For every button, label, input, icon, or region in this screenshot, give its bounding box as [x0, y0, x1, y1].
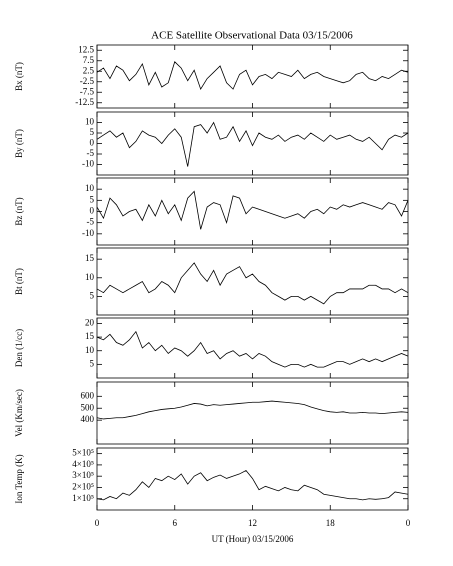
y-tick-label: 4×10⁵	[72, 459, 94, 469]
data-line	[96, 262, 409, 305]
y-tick-label: 1×10⁵	[72, 493, 94, 503]
y-tick-label: -12.5	[75, 97, 94, 107]
y-tick-label: -7.5	[80, 86, 95, 96]
y-tick-label: 10	[85, 345, 95, 355]
y-tick-label: 400	[81, 414, 95, 424]
data-line	[96, 121, 409, 167]
y-tick-label: 500	[81, 402, 95, 412]
x-tick-label: 0	[95, 518, 100, 528]
panel-frame	[96, 111, 409, 176]
data-line	[96, 400, 409, 420]
y-axis-label: Bt (nT)	[14, 268, 24, 295]
y-tick-label: 2.5	[83, 65, 95, 75]
y-tick-label: 600	[81, 390, 95, 400]
y-tick-label: -5	[87, 148, 95, 158]
data-line	[96, 470, 409, 501]
x-axis-label: UT (Hour) 03/15/2006	[212, 534, 294, 544]
y-tick-label: 2×10⁵	[72, 482, 94, 492]
y-tick-label: 5	[90, 194, 95, 204]
y-tick-label: 10	[85, 272, 95, 282]
panel-frame	[96, 247, 409, 316]
y-tick-label: -5	[87, 217, 95, 227]
y-axis-label: By (nT)	[14, 129, 24, 158]
y-tick-label: 15	[85, 331, 95, 341]
y-tick-label: 15	[85, 253, 95, 263]
y-tick-label: 10	[85, 183, 95, 193]
data-line	[96, 61, 409, 91]
x-tick-label: 6	[173, 518, 178, 528]
y-tick-label: 5×10⁵	[72, 448, 94, 458]
y-tick-label: 5	[90, 290, 95, 300]
panel-frame	[96, 177, 409, 246]
y-tick-label: 12.5	[78, 44, 94, 54]
y-axis-label: Vel (Km/sec)	[14, 389, 24, 437]
y-axis-label: Den (1/cc)	[14, 329, 24, 367]
y-tick-label: 7.5	[83, 55, 95, 65]
y-tick-label: 5	[90, 358, 95, 368]
y-tick-label: 5	[90, 127, 95, 137]
x-tick-label: 12	[248, 518, 257, 528]
y-axis-label: Bx (nT)	[14, 62, 24, 91]
y-tick-label: 3×10⁵	[72, 470, 94, 480]
y-tick-label: 20	[85, 318, 95, 328]
y-tick-label: -10	[82, 159, 94, 169]
chart-title: ACE Satellite Observational Data 03/15/2…	[151, 30, 353, 42]
y-axis-label: Ion Temp (K)	[14, 454, 24, 503]
y-tick-label: 0	[90, 206, 95, 216]
x-tick-label: 0	[406, 518, 411, 528]
y-tick-label: -10	[82, 228, 94, 238]
y-tick-label: -2.5	[80, 76, 95, 86]
y-tick-label: 10	[85, 117, 95, 127]
y-tick-label: 0	[90, 138, 95, 148]
y-axis-label: Bz (nT)	[14, 197, 24, 225]
panel-frame	[96, 44, 409, 109]
x-tick-label: 18	[326, 518, 336, 528]
data-line	[96, 190, 409, 230]
data-line	[96, 330, 409, 368]
panel-frame	[96, 317, 409, 379]
